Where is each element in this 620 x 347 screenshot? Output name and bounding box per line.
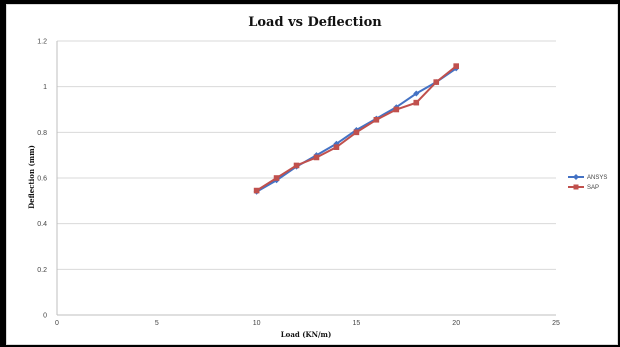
- sap-point: [353, 129, 360, 136]
- ansys-legend-label: ANSYS: [587, 175, 607, 181]
- y-tick-label: 0: [43, 313, 47, 320]
- sap-point: [253, 187, 260, 194]
- sap-point: [313, 154, 320, 161]
- y-tick-label: 0.4: [37, 221, 47, 228]
- x-tick-label: 25: [552, 320, 560, 327]
- sap-point: [413, 99, 420, 106]
- legend: ANSYS SAP: [568, 174, 607, 191]
- sap-point: [393, 106, 400, 113]
- y-tick-label: 1: [43, 84, 47, 91]
- x-tick-label: 10: [253, 320, 261, 327]
- sap-point: [433, 79, 440, 85]
- x-tick-label: 0: [55, 320, 59, 327]
- gridlines: [57, 40, 556, 270]
- chart-frame: [6, 4, 618, 345]
- x-tick-label: 15: [353, 320, 361, 327]
- y-tick-label: 1.2: [37, 39, 47, 46]
- x-tick-label: 20: [452, 320, 460, 327]
- y-tick-label: 0.2: [37, 267, 47, 274]
- y-tick-label: 0.6: [37, 176, 47, 183]
- sap-legend-label: SAP: [587, 185, 599, 191]
- sap-point: [373, 116, 380, 123]
- y-tick-label: 0.8: [37, 130, 47, 137]
- series-lines: [253, 63, 460, 195]
- ansys-point: [413, 90, 420, 97]
- ansys-legend-marker: [573, 174, 579, 180]
- y-axis-label: Deflection (mm): [27, 145, 36, 209]
- sap-point: [273, 175, 280, 181]
- sap-point: [333, 144, 340, 150]
- chart-title: Load vs Deflection: [248, 15, 382, 30]
- sap-point: [453, 63, 459, 69]
- sap-legend-marker: [573, 184, 579, 190]
- x-tick-label: 5: [155, 320, 159, 327]
- tick-labels: 0 0.2 0.4 0.6 0.8 1 1.2 0 5 10 15 20 25: [37, 39, 560, 328]
- axes: [56, 41, 556, 316]
- x-axis-label: Load (KN/m): [281, 330, 332, 339]
- sap-point: [293, 162, 300, 169]
